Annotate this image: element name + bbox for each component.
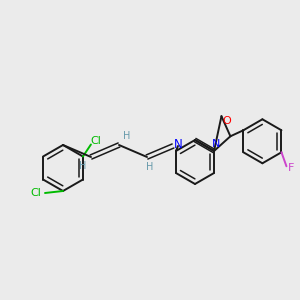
Text: Cl: Cl xyxy=(91,136,101,146)
Text: O: O xyxy=(222,116,231,126)
Text: H: H xyxy=(146,162,154,172)
Text: Cl: Cl xyxy=(31,188,41,198)
Text: H: H xyxy=(79,161,87,171)
Text: H: H xyxy=(123,131,131,141)
Text: N: N xyxy=(212,139,220,149)
Text: N: N xyxy=(174,139,182,152)
Text: F: F xyxy=(288,163,295,173)
